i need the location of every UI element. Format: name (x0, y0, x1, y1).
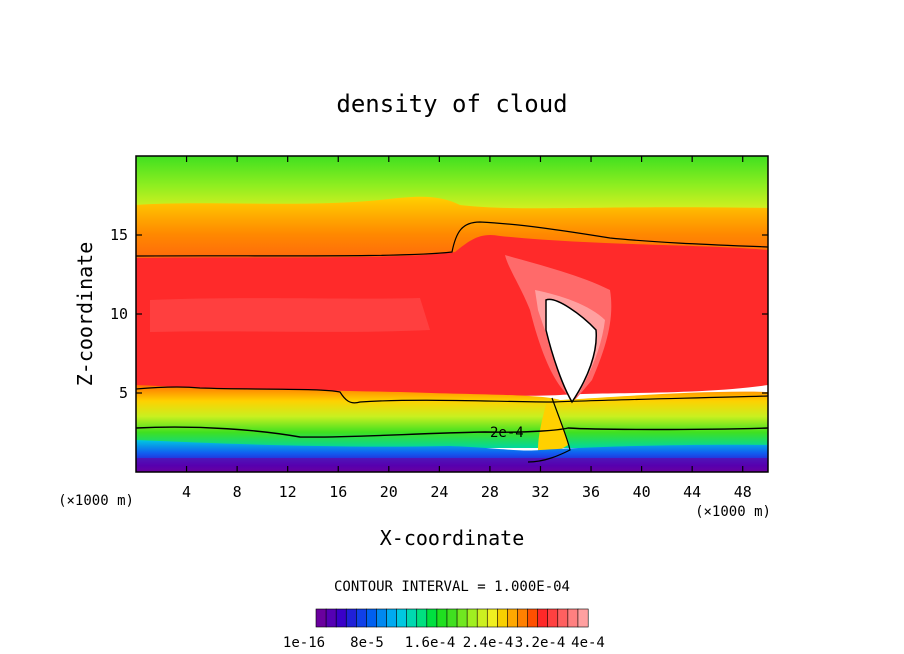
colorbar-swatch (345, 608, 357, 628)
colorbar-swatch (416, 608, 428, 628)
y-tick-label: 15 (110, 226, 128, 244)
x-tick-label: 8 (233, 483, 242, 501)
colorbar-labels: 1e-16 8e-5 1.6e-4 2.4e-4 3.2e-4 4e-4 (283, 635, 605, 651)
x-tick-label: 4 (182, 483, 191, 501)
field-surface-purple (136, 458, 768, 472)
x-tick-label: 40 (633, 483, 651, 501)
colorbar-swatch (497, 608, 508, 628)
colorbar-swatch (426, 608, 438, 628)
x-tick-label: 24 (430, 483, 448, 501)
y-tick-label: 10 (110, 305, 128, 323)
x-tick-label: 44 (683, 483, 701, 501)
colorbar (315, 608, 589, 628)
colorbar-swatch (406, 608, 418, 628)
contour-line-mid (136, 386, 768, 404)
colorbar-swatch (335, 608, 347, 628)
colorbar-swatch (507, 608, 518, 628)
colorbar-swatch (577, 608, 589, 628)
colorbar-swatch (436, 608, 448, 628)
colorbar-swatch (325, 608, 337, 628)
x-tick-label: 28 (481, 483, 499, 501)
colorbar-swatch (476, 608, 488, 628)
contour-interval-label: CONTOUR INTERVAL = 1.000E-04 (334, 579, 570, 595)
updraft-max-region (545, 298, 597, 404)
colorbar-tick-label: 1.6e-4 (405, 635, 456, 651)
colorbar-swatch (366, 608, 377, 628)
field-red-light (150, 298, 430, 332)
contour-label: 2e-4 (490, 425, 524, 441)
colorbar-tick-label: 1e-16 (283, 635, 325, 651)
colorbar-swatch (547, 608, 559, 628)
field-red-core (136, 234, 768, 396)
contour-line-upper (136, 221, 768, 257)
colorbar-swatch (537, 608, 549, 628)
colorbar-swatch (396, 608, 408, 628)
x-axis-label: X-coordinate (380, 526, 525, 550)
colorbar-swatch (567, 608, 579, 628)
colorbar-swatch (527, 608, 539, 628)
colorbar-swatch (315, 608, 327, 628)
colorbar-tick-label: 8e-5 (350, 635, 384, 651)
contour-line-2e-4 (136, 426, 768, 438)
y-axis-label: Z-coordinate (73, 242, 97, 387)
plot-area (136, 156, 768, 472)
x-tick-label: 36 (582, 483, 600, 501)
colorbar-swatch (446, 608, 458, 628)
colorbar-swatch (376, 608, 388, 628)
x-tick-label: 12 (279, 483, 297, 501)
colorbar-swatch (517, 608, 529, 628)
colorbar-tick-label: 4e-4 (571, 635, 605, 651)
colorbar-tick-label: 3.2e-4 (515, 635, 566, 651)
x-tick-label: 16 (329, 483, 347, 501)
colorbar-swatch (466, 608, 478, 628)
contour-line-stem (527, 397, 571, 463)
x-axis: 4 8 12 16 20 24 28 32 36 40 44 48 (182, 156, 752, 501)
y-unit-label: (×1000 m) (58, 493, 134, 509)
x-tick-label: 32 (531, 483, 549, 501)
colorbar-swatch (557, 608, 569, 628)
x-unit-label: (×1000 m) (695, 504, 771, 520)
chart-title: density of cloud (336, 90, 567, 118)
y-tick-label: 5 (119, 384, 128, 402)
colorbar-swatch (386, 608, 398, 628)
x-tick-label: 48 (734, 483, 752, 501)
colorbar-tick-label: 2.4e-4 (463, 635, 514, 651)
colorbar-swatch (456, 608, 468, 628)
y-axis: 5 10 15 (110, 226, 768, 402)
colorbar-swatch (355, 608, 367, 628)
x-tick-label: 20 (380, 483, 398, 501)
field-low-band (136, 385, 768, 448)
colorbar-swatch (486, 608, 498, 628)
